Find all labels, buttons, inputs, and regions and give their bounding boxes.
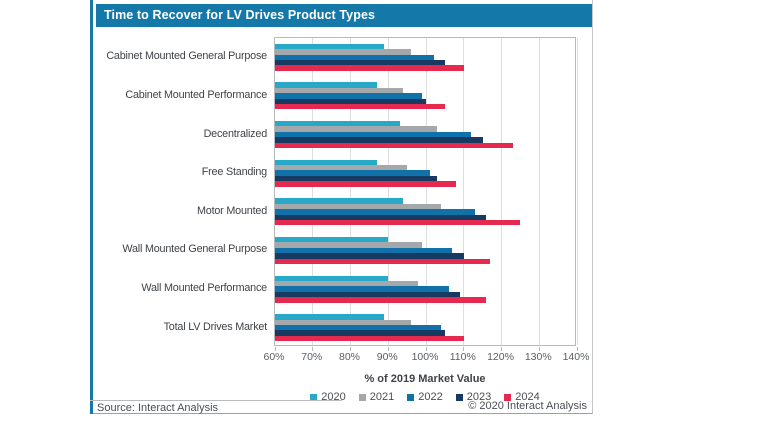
bar-2022 [275, 324, 442, 331]
gridline [463, 38, 465, 345]
legend-item-2024: 2024 [504, 391, 540, 403]
bar-2023 [275, 330, 445, 336]
category-label: Free Standing [201, 166, 267, 179]
bar-2023 [275, 60, 445, 66]
legend-item-2022: 2022 [407, 391, 443, 403]
bar-2024 [275, 335, 464, 342]
legend-label: 2024 [515, 391, 540, 403]
bar-2021 [275, 280, 419, 287]
category-label: Wall Mounted General Purpose [122, 243, 267, 256]
chart-container: Time to Recover for LV Drives Product Ty… [90, 0, 593, 414]
bar-2023 [275, 98, 426, 105]
bar-2021 [275, 319, 411, 325]
tick-mark [538, 347, 540, 351]
bar-2024 [275, 219, 521, 226]
legend-item-2021: 2021 [358, 391, 395, 403]
bar-2022 [275, 247, 453, 254]
tick-mark [350, 347, 351, 351]
gridline [425, 38, 427, 345]
footer-divider [90, 400, 342, 401]
legend-label: 2023 [466, 391, 492, 403]
brand-accent-stripe [90, 0, 93, 414]
bar-2021 [275, 203, 442, 210]
bar-2020 [275, 198, 404, 204]
bar-2022 [275, 54, 434, 60]
tick-mark [425, 347, 427, 351]
bar-2022 [275, 209, 476, 215]
copyright-note: © 2020 Interact Analysis [468, 400, 587, 412]
gridline [312, 38, 314, 345]
bar-2024 [275, 181, 457, 187]
x-tick-label: 80% [338, 351, 360, 363]
bar-2020 [275, 121, 400, 127]
legend-label: 2022 [418, 391, 443, 403]
x-tick-label: 110% [449, 351, 476, 363]
bar-2021 [275, 126, 438, 132]
bar-2023 [275, 175, 438, 182]
bar-2021 [275, 242, 423, 248]
x-tick-label: 100% [411, 351, 439, 363]
bar-2023 [275, 291, 460, 298]
bar-2020 [275, 314, 385, 320]
x-tick-label: 70% [301, 351, 323, 363]
legend-item-2023: 2023 [455, 391, 492, 403]
bar-2021 [275, 165, 408, 171]
tick-mark [576, 347, 578, 351]
bar-2020 [275, 159, 377, 166]
source-note: Source: Interact Analysis [97, 402, 219, 414]
bar-2022 [275, 286, 449, 292]
bar-2022 [275, 170, 430, 176]
gridline [387, 38, 389, 345]
bar-2024 [275, 297, 487, 303]
category-label: Cabinet Mounted General Purpose [106, 50, 267, 63]
tick-mark [312, 347, 314, 351]
bar-2024 [275, 65, 464, 71]
gridline [576, 38, 578, 345]
bar-2020 [275, 236, 389, 243]
legend-item-2020: 2020 [310, 391, 346, 403]
tick-mark [501, 347, 502, 351]
bar-2022 [275, 93, 423, 99]
category-label: Total LV Drives Market [163, 320, 268, 333]
gridline [538, 38, 540, 345]
legend-swatch [310, 393, 318, 401]
bar-2024 [275, 142, 513, 149]
bar-2021 [275, 49, 411, 55]
bar-2023 [275, 137, 483, 143]
legend-swatch [504, 393, 512, 401]
x-axis-ticks: 60% 70% 80% 90% 100% 110% 120% 130% 140% [263, 351, 589, 365]
gridline [501, 38, 502, 345]
legend-swatch [358, 393, 366, 401]
tick-mark [274, 347, 276, 351]
bar-2022 [275, 131, 472, 138]
bar-2024 [275, 258, 491, 264]
legend-label: 2020 [321, 391, 346, 403]
bar-2020 [275, 275, 389, 281]
tick-mark [463, 347, 465, 351]
category-label: Cabinet Mounted Performance [125, 88, 267, 101]
chart-title: Time to Recover for LV Drives Product Ty… [96, 4, 592, 27]
bar-2024 [275, 104, 445, 110]
legend-swatch [455, 393, 463, 401]
x-tick-label: 120% [487, 351, 514, 363]
x-axis-title: % of 2019 Market Value [364, 373, 486, 385]
x-tick-label: 90% [376, 351, 398, 363]
category-label: Decentralized [203, 127, 268, 140]
tick-mark [387, 347, 389, 351]
legend-swatch [407, 393, 415, 401]
bar-2020 [275, 43, 385, 50]
bar-2020 [275, 82, 377, 88]
category-label: Wall Mounted Performance [141, 282, 267, 295]
plot-area [274, 37, 578, 351]
x-tick-label: 130% [524, 351, 552, 363]
bar-2023 [275, 214, 487, 220]
bar-2021 [275, 87, 404, 94]
category-label: Motor Mounted [196, 204, 267, 217]
gridline [350, 38, 351, 345]
x-tick-label: 140% [562, 351, 590, 363]
legend-label: 2021 [369, 391, 395, 403]
bar-2023 [275, 253, 464, 259]
x-tick-label: 60% [263, 351, 285, 363]
